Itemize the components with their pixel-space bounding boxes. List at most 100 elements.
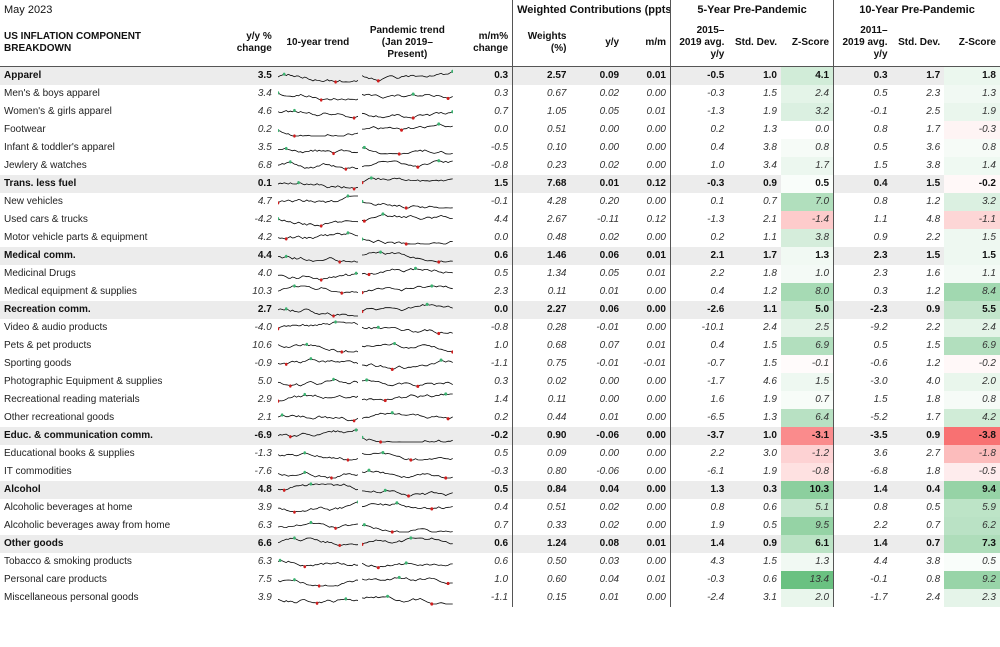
- sparkline-low-marker: [430, 601, 434, 606]
- weight: 0.90: [512, 426, 571, 445]
- z-10yr: -0.2: [944, 174, 1000, 193]
- mm-change: 0.6: [454, 246, 513, 265]
- sparkline-low-marker: [379, 439, 383, 444]
- contrib-mm: 0.01: [646, 267, 666, 279]
- sd-5yr: 0.6: [763, 573, 777, 585]
- contrib-mm: 0.00: [646, 555, 666, 567]
- contrib-yy: 0.01: [599, 411, 620, 423]
- sparkline-high-marker: [409, 535, 413, 540]
- contrib-mm: 0.00: [646, 321, 666, 333]
- contrib-mm: 0.00: [646, 285, 666, 297]
- avg-5yr: -2.4: [669, 588, 729, 607]
- sd-5yr: 1.5: [763, 357, 777, 369]
- sparkline-high-marker: [437, 121, 441, 126]
- z-10yr: 6.9: [944, 336, 1000, 355]
- mm-change: 0.5: [454, 480, 513, 499]
- table-row: Pets & pet products 10.6 1.0 0.68 0.07 0.01 0.…: [0, 336, 1000, 355]
- col-sd-5yr: Std. Dev.: [728, 20, 781, 67]
- sd-10yr: 0.8: [926, 573, 941, 585]
- sd-5yr: 1.3: [763, 411, 777, 423]
- sparkline-low-marker: [444, 475, 448, 480]
- avg-10yr: 0.8: [833, 192, 892, 211]
- sd-10yr: 1.6: [926, 267, 941, 279]
- yy-change: 4.8: [210, 480, 276, 499]
- z-5yr: 0.7: [781, 390, 834, 409]
- z-10yr: 2.3: [944, 588, 1000, 607]
- avg-10yr: -3.0: [833, 372, 892, 391]
- avg-10yr: 2.3: [833, 264, 892, 283]
- weight: 1.05: [512, 102, 571, 121]
- sparkline-high-marker: [451, 69, 453, 73]
- sparkline-10yr: [276, 391, 360, 409]
- component-name: Recreational reading materials: [4, 393, 140, 405]
- sd-5yr: 1.9: [763, 105, 777, 117]
- category-row: Other goods 6.6 0.6 1.24 0.08 0.01 1.4 0.9 6.1 1.…: [0, 534, 1000, 553]
- weight: 2.57: [512, 66, 571, 85]
- table-row: Miscellaneous personal goods 3.9 -1.1 0.15 0…: [0, 588, 1000, 607]
- avg-5yr: -0.5: [669, 66, 729, 85]
- sparkline-high-marker: [297, 180, 300, 184]
- weight: 0.50: [512, 552, 571, 571]
- sd-5yr: 0.3: [728, 480, 781, 499]
- sparkline-low-marker: [338, 259, 341, 264]
- sparkline-10yr: [275, 534, 360, 553]
- sparkline-high-marker: [425, 302, 429, 306]
- sparkline-low-marker: [446, 96, 450, 100]
- sparkline-high-marker: [288, 159, 292, 164]
- avg-5yr: 1.0: [669, 156, 729, 175]
- z-10yr: 2.4: [944, 318, 1000, 337]
- avg-5yr: 0.1: [669, 192, 729, 211]
- z-10yr: 1.1: [944, 264, 1000, 283]
- component-name: Sporting goods: [4, 357, 72, 369]
- sd-10yr: 3.8: [926, 159, 941, 171]
- mm-change: 0.7: [494, 105, 509, 117]
- sd-10yr: 4.8: [926, 213, 941, 225]
- z-10yr: -1.8: [944, 444, 1000, 463]
- col-avg-10yr: 2011–2019 avg. y/y: [833, 20, 892, 67]
- ten-year-header: 10-Year Pre-Pandemic: [833, 0, 1000, 20]
- contrib-yy: 0.01: [570, 174, 624, 193]
- sparkline-low-marker: [292, 133, 296, 138]
- mm-change: 0.3: [454, 66, 513, 85]
- component-name: Used cars & trucks: [4, 213, 88, 225]
- mm-change: 0.7: [494, 519, 509, 531]
- z-10yr: 1.5: [944, 246, 1000, 265]
- sd-5yr: 2.4: [763, 321, 777, 333]
- sparkline-pandemic: [360, 499, 455, 517]
- sparkline-10yr: [276, 571, 360, 589]
- sparkline-high-marker: [361, 435, 364, 439]
- z-5yr: 2.0: [781, 588, 834, 607]
- sparkline-path: [277, 343, 358, 352]
- contrib-yy: 0.07: [599, 339, 620, 351]
- sparkline-path: [277, 451, 358, 460]
- group-header-row: May 2023 Weighted Contributions (ppts)* …: [0, 0, 1000, 20]
- z-5yr: -0.1: [781, 354, 834, 373]
- table-row: Other recreational goods 2.1 0.2 0.44 0.01 0.…: [0, 408, 1000, 427]
- avg-10yr: 0.9: [833, 228, 892, 247]
- sd-10yr: 2.3: [926, 87, 941, 99]
- avg-10yr: -0.1: [833, 102, 892, 121]
- contrib-mm: 0.00: [646, 141, 666, 153]
- avg-10yr: 0.5: [833, 336, 892, 355]
- weight: 0.51: [512, 120, 571, 139]
- sd-10yr: 1.7: [926, 123, 941, 135]
- col-mm-change: m/m% change: [454, 20, 513, 67]
- z-5yr: 1.0: [781, 264, 834, 283]
- z-10yr: -0.3: [944, 120, 1000, 139]
- contrib-mm: 0.01: [623, 246, 671, 265]
- col-component: US INFLATION COMPONENT BREAKDOWN: [0, 20, 211, 67]
- sparkline-high-marker: [303, 470, 306, 474]
- sparkline-high-marker: [292, 108, 296, 112]
- contrib-mm: 0.00: [646, 393, 666, 405]
- table-body: Apparel 3.5 0.3 2.57 0.09 0.01 -0.5 1.0 4.1 0.3 1.…: [0, 66, 1000, 607]
- weight: 2.67: [512, 210, 571, 229]
- sparkline-high-marker: [332, 377, 335, 381]
- contrib-yy: 0.02: [599, 87, 620, 99]
- sparkline-pandemic: [360, 373, 455, 391]
- component-name: Jewlery & watches: [4, 159, 87, 171]
- yy-change: 3.4: [257, 87, 272, 99]
- contrib-mm: -0.01: [643, 357, 666, 369]
- sd-10yr: 1.8: [926, 465, 941, 477]
- contrib-mm: 0.01: [646, 573, 666, 585]
- avg-5yr: -0.3: [669, 84, 729, 103]
